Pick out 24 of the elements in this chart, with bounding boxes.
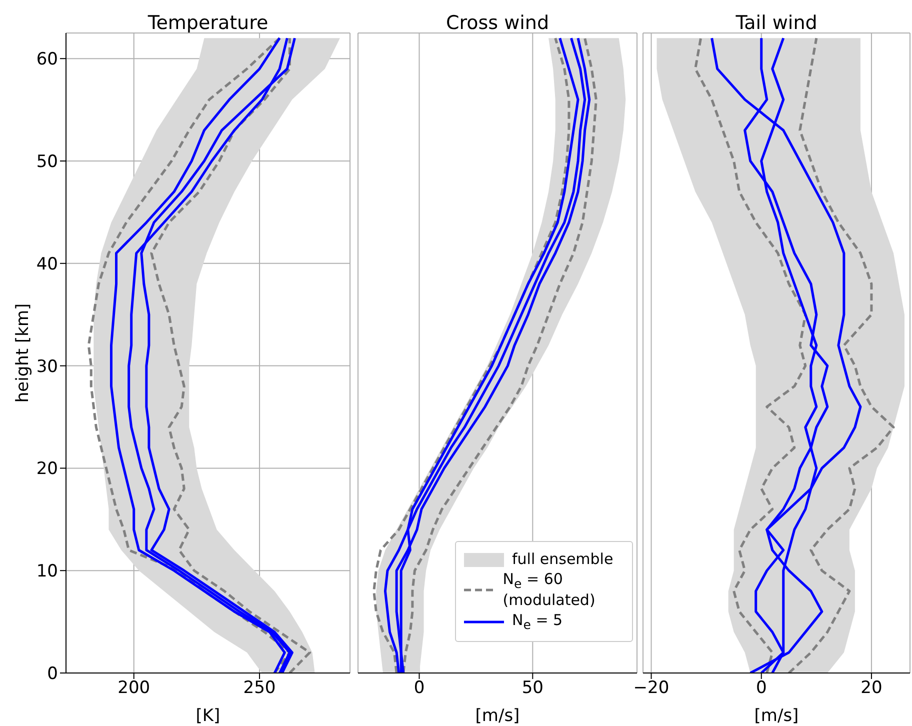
chart-title: Cross wind — [444, 12, 550, 34]
y-tick-label: 0 — [47, 664, 58, 684]
legend-label: N$_{e}$ = 60 (modulated) — [502, 570, 596, 609]
chart-title: Temperature — [146, 12, 270, 34]
x-tick-label: 50 — [522, 678, 544, 698]
y-tick-label: 50 — [36, 152, 58, 172]
y-tick-label: 30 — [36, 356, 58, 377]
x-tick-label: −20 — [633, 678, 670, 698]
x-tick-label: 200 — [118, 678, 150, 698]
y-tick-label: 40 — [36, 254, 58, 274]
x-tick-label: 250 — [243, 678, 276, 698]
y-tick-label: 60 — [36, 50, 58, 70]
legend-label: N$_{e}$ = 5 — [512, 610, 563, 632]
y-tick-label: 20 — [36, 459, 58, 480]
chart-title: Tail wind — [734, 12, 818, 34]
legend-label: full ensemble — [512, 550, 614, 568]
y-tick-label: 10 — [36, 562, 58, 582]
x-axis-title: [K] — [196, 706, 220, 726]
x-axis-title: [m/s] — [475, 706, 520, 726]
y-axis-title: height [km] — [13, 303, 33, 403]
x-axis-title: [m/s] — [754, 706, 799, 726]
x-tick-label: 0 — [414, 678, 425, 698]
x-tick-label: 0 — [756, 678, 767, 698]
x-tick-label: 20 — [860, 678, 882, 698]
